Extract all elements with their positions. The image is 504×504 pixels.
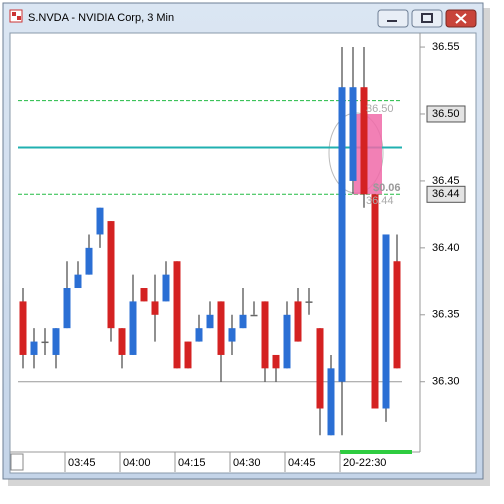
minimize-icon — [387, 20, 397, 22]
minimize-button[interactable] — [377, 9, 409, 28]
axis-marker-label: 36.50 — [432, 108, 460, 120]
candle-body — [349, 87, 357, 181]
candle-body — [52, 328, 60, 355]
window-buttons[interactable] — [377, 9, 477, 28]
candle-body — [195, 328, 203, 342]
chart-area — [9, 32, 477, 474]
candle-body — [206, 314, 214, 329]
candle-body — [327, 368, 335, 436]
scroll-box[interactable] — [10, 453, 24, 471]
candle-body — [338, 87, 346, 382]
axis-marker-label: 36.44 — [432, 188, 460, 200]
x-tick-label: 03:45 — [68, 457, 96, 469]
trade-entry-label: 36.50 — [366, 103, 394, 115]
candle-body — [118, 328, 126, 355]
app-icon — [9, 9, 23, 23]
candle-body — [19, 301, 27, 355]
candle-body — [283, 314, 291, 369]
candle-body — [151, 301, 159, 315]
candle-body — [360, 87, 368, 195]
candle-body — [85, 247, 93, 275]
y-tick-label: 36.35 — [432, 309, 460, 321]
trade-exit-label: 36.44 — [366, 195, 394, 207]
window-title: S.NVDA - NVIDIA Corp, 3 Min — [28, 12, 174, 24]
x-tick-label: 04:45 — [288, 457, 316, 469]
candle-body — [294, 301, 302, 342]
candle-body — [382, 234, 390, 409]
candle-body — [316, 328, 324, 409]
y-tick-label: 36.30 — [432, 376, 460, 388]
maximize-button[interactable] — [411, 9, 443, 28]
candle-body — [250, 314, 258, 317]
candle-body — [140, 288, 148, 302]
candle-body — [272, 354, 280, 369]
candle-body — [305, 301, 313, 303]
candle-body — [162, 274, 170, 302]
trade-profit-label: $0.06 — [373, 182, 401, 194]
session-bar — [340, 450, 412, 454]
candle-body — [41, 341, 49, 344]
candle-body — [107, 221, 115, 329]
candle-body — [63, 288, 71, 329]
candle-body — [393, 261, 401, 369]
candle-body — [228, 328, 236, 342]
candle-body — [239, 314, 247, 329]
axis-marker-box — [426, 105, 466, 123]
candle-body — [129, 301, 137, 355]
x-tick-label: 20-22:30 — [343, 457, 386, 469]
candle-body — [261, 301, 269, 369]
close-icon — [455, 13, 467, 24]
trade-box — [354, 113, 382, 195]
y-tick-label: 36.40 — [432, 242, 460, 254]
candle-body — [74, 274, 82, 289]
axis-marker-box — [426, 185, 466, 203]
maximize-icon — [421, 13, 433, 23]
y-tick-label: 36.45 — [432, 175, 460, 187]
candle-body — [217, 301, 225, 355]
x-tick-label: 04:15 — [178, 457, 206, 469]
y-tick-label: 36.55 — [432, 41, 460, 53]
candle-body — [173, 261, 181, 369]
candle-body — [184, 341, 192, 369]
x-tick-label: 04:30 — [233, 457, 261, 469]
candle-body — [30, 341, 38, 355]
candle-body — [371, 194, 379, 409]
x-tick-label: 04:00 — [123, 457, 151, 469]
candle-body — [96, 207, 104, 235]
